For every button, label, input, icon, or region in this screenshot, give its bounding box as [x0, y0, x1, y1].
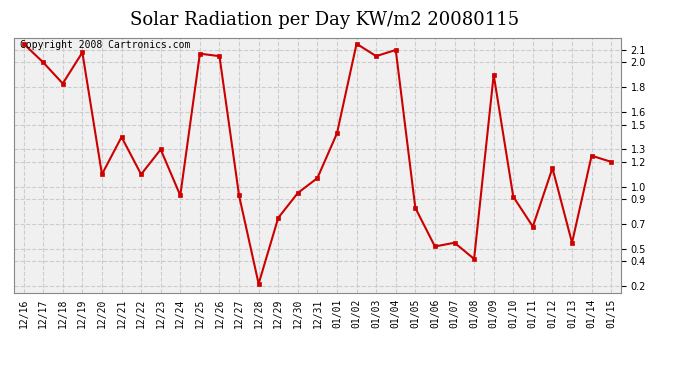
Text: Solar Radiation per Day KW/m2 20080115: Solar Radiation per Day KW/m2 20080115	[130, 11, 519, 29]
Text: Copyright 2008 Cartronics.com: Copyright 2008 Cartronics.com	[20, 40, 190, 50]
